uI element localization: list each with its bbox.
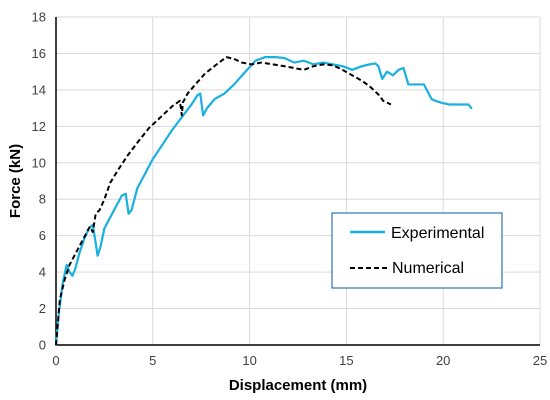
y-tick-label: 14 <box>32 82 46 97</box>
y-tick-label: 16 <box>32 46 46 61</box>
y-tick-label: 0 <box>39 338 46 353</box>
x-tick-label: 15 <box>339 353 353 368</box>
y-tick-label: 10 <box>32 155 46 170</box>
legend-box <box>331 212 503 289</box>
x-tick-label: 10 <box>242 353 256 368</box>
y-tick-label: 2 <box>39 301 46 316</box>
y-tick-label: 8 <box>39 192 46 207</box>
x-tick-label: 0 <box>52 353 59 368</box>
legend-label-numerical: Numerical <box>392 260 464 277</box>
y-tick-label: 6 <box>39 228 46 243</box>
x-tick-label: 25 <box>533 353 547 368</box>
tick-labels: 0 5 10 15 20 25 0 2 4 6 8 10 12 14 16 18 <box>32 10 548 369</box>
legend-label-experimental: Experimental <box>391 225 484 242</box>
y-tick-label: 4 <box>39 265 46 280</box>
series-line-numerical <box>55 56 392 346</box>
x-tick-label: 20 <box>436 353 450 368</box>
series-layer <box>54 55 473 347</box>
legend: Experimental Numerical <box>331 212 503 289</box>
y-tick-label: 12 <box>32 119 46 134</box>
y-tick-label: 18 <box>32 10 46 25</box>
grid <box>56 16 541 345</box>
axes <box>55 17 540 346</box>
x-tick-label: 5 <box>149 353 156 368</box>
series-line-experimental <box>54 55 473 347</box>
x-axis-title: Displacement (mm) <box>229 377 367 394</box>
y-axis-title: Force (kN) <box>7 144 24 218</box>
